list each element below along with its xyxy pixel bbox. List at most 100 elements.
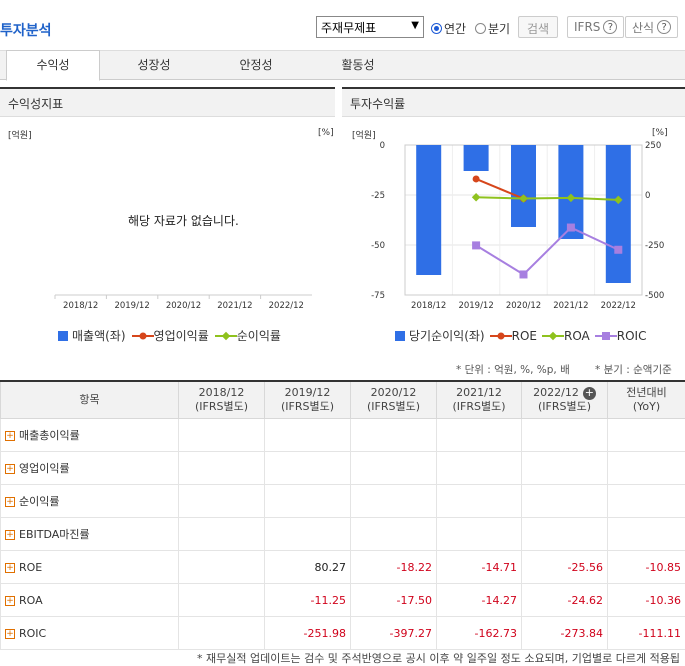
row-label-cell[interactable]: + ROA — [1, 584, 179, 617]
legend-line-icon — [490, 331, 512, 341]
right-panel-header: 투자수익률 — [342, 87, 685, 117]
table-cell: -11.25 — [265, 584, 351, 617]
x-tick-label: 2021/12 — [217, 301, 252, 311]
tab-bar: 수익성 성장성 안정성 활동성 — [0, 50, 685, 80]
legend-bar-icon — [58, 331, 68, 341]
profitability-table: 항목 2018/12(IFRS별도) 2019/12(IFRS별도) 2020/… — [0, 380, 685, 650]
header-period: 2020/12(IFRS별도) — [351, 381, 437, 419]
table-cell: 80.27 — [265, 551, 351, 584]
right-chart-legend: 당기순이익(좌) ROE ROA ROIC — [395, 327, 646, 344]
x-tick-label: 2019/12 — [458, 301, 493, 311]
right-axis-unit: [%] — [318, 128, 334, 138]
expand-icon[interactable]: + — [5, 563, 15, 573]
table-cell — [265, 452, 351, 485]
report-type-select[interactable]: 주재무제표 ▼ — [316, 16, 424, 38]
right-panel-title: 투자수익률 — [350, 97, 405, 111]
y2-tick-label: -250 — [645, 241, 664, 251]
table-cell — [522, 518, 608, 551]
data-point — [567, 224, 575, 232]
data-point — [472, 241, 480, 249]
table-cell: -24.62 — [522, 584, 608, 617]
table-cell — [351, 419, 437, 452]
quarter-note: * 분기 : 순액기준 — [595, 362, 672, 377]
data-point — [520, 270, 528, 278]
left-panel-header: 수익성지표 — [0, 87, 335, 117]
x-tick-label: 2020/12 — [506, 301, 541, 311]
expand-icon[interactable]: + — [5, 530, 15, 540]
expand-icon[interactable]: + — [5, 629, 15, 639]
radio-annual[interactable]: 연간 — [431, 20, 466, 37]
formula-label: 산식 — [632, 19, 654, 36]
search-button[interactable]: 검색 — [518, 16, 558, 38]
legend-bar-icon — [395, 331, 405, 341]
table-cell — [608, 485, 685, 518]
expand-icon[interactable]: + — [5, 464, 15, 474]
row-label: 매출총이익률 — [19, 429, 80, 442]
x-tick-label: 2021/12 — [553, 301, 588, 311]
table-cell — [522, 419, 608, 452]
table-cell — [179, 452, 265, 485]
row-label-cell[interactable]: + 순이익률 — [1, 485, 179, 518]
row-label: 순이익률 — [19, 495, 59, 508]
chevron-down-icon: ▼ — [411, 20, 419, 31]
row-label: EBITDA마진률 — [19, 528, 90, 541]
header-yoy: 전년대비(YoY) — [608, 381, 685, 419]
table-cell — [265, 518, 351, 551]
y2-tick-label: 250 — [645, 141, 661, 151]
bar — [606, 145, 631, 283]
tab-profitability[interactable]: 수익성 — [6, 50, 100, 81]
y-tick-label: 0 — [380, 141, 385, 151]
tab-growth[interactable]: 성장성 — [108, 51, 200, 79]
row-label-cell[interactable]: + 영업이익률 — [1, 452, 179, 485]
table-cell: -17.50 — [351, 584, 437, 617]
table-row: + 순이익률 — [1, 485, 685, 518]
table-cell — [351, 485, 437, 518]
y-tick-label: -50 — [371, 241, 385, 251]
table-row: +ROIC-251.98-397.27-162.73-273.84-111.11 — [1, 617, 685, 650]
unit-note: * 단위 : 억원, %, %p, 배 — [456, 362, 570, 377]
table-cell: -10.85 — [608, 551, 685, 584]
row-label-cell[interactable]: + EBITDA마진률 — [1, 518, 179, 551]
table-cell — [265, 419, 351, 452]
expand-icon[interactable]: + — [5, 431, 15, 441]
ifrs-label: IFRS — [574, 20, 600, 34]
header-item: 항목 — [1, 381, 179, 419]
tab-activity[interactable]: 활동성 — [312, 51, 404, 79]
x-tick-label: 2018/12 — [411, 301, 446, 311]
data-point — [473, 175, 480, 182]
row-label-cell[interactable]: + ROIC — [1, 617, 179, 650]
table-cell — [437, 518, 522, 551]
radio-on-icon — [431, 23, 442, 34]
table-cell: -25.56 — [522, 551, 608, 584]
table-cell: -273.84 — [522, 617, 608, 650]
expand-icon[interactable]: + — [5, 596, 15, 606]
row-label: ROA — [19, 594, 43, 607]
table-cell: -14.71 — [437, 551, 522, 584]
tab-stability[interactable]: 안정성 — [210, 51, 302, 79]
expand-icon[interactable]: + — [5, 497, 15, 507]
table-cell: -397.27 — [351, 617, 437, 650]
x-tick-label: 2019/12 — [114, 301, 149, 311]
x-tick-label: 2022/12 — [269, 301, 304, 311]
row-label-cell[interactable]: + 매출총이익률 — [1, 419, 179, 452]
row-label: 영업이익률 — [19, 462, 70, 475]
table-cell — [179, 518, 265, 551]
radio-quarter[interactable]: 분기 — [475, 20, 510, 37]
table-cell — [179, 485, 265, 518]
ifrs-help-button[interactable]: IFRS ? — [567, 16, 624, 38]
formula-help-button[interactable]: 산식 ? — [625, 16, 678, 38]
bar — [464, 145, 489, 171]
left-axis-unit: [억원] — [8, 128, 32, 141]
page-title: 투자분석 — [0, 20, 52, 40]
add-period-icon[interactable]: + — [583, 387, 596, 400]
table-row: + 영업이익률 — [1, 452, 685, 485]
data-point — [472, 193, 480, 201]
x-tick-label: 2020/12 — [166, 301, 201, 311]
table-cell: -162.73 — [437, 617, 522, 650]
row-label-cell[interactable]: +ROE — [1, 551, 179, 584]
table-cell — [351, 452, 437, 485]
y2-tick-label: 0 — [645, 191, 650, 201]
row-label: ROIC — [19, 627, 46, 640]
y-tick-label: -25 — [371, 191, 385, 201]
legend-label: ROIC — [617, 329, 647, 343]
